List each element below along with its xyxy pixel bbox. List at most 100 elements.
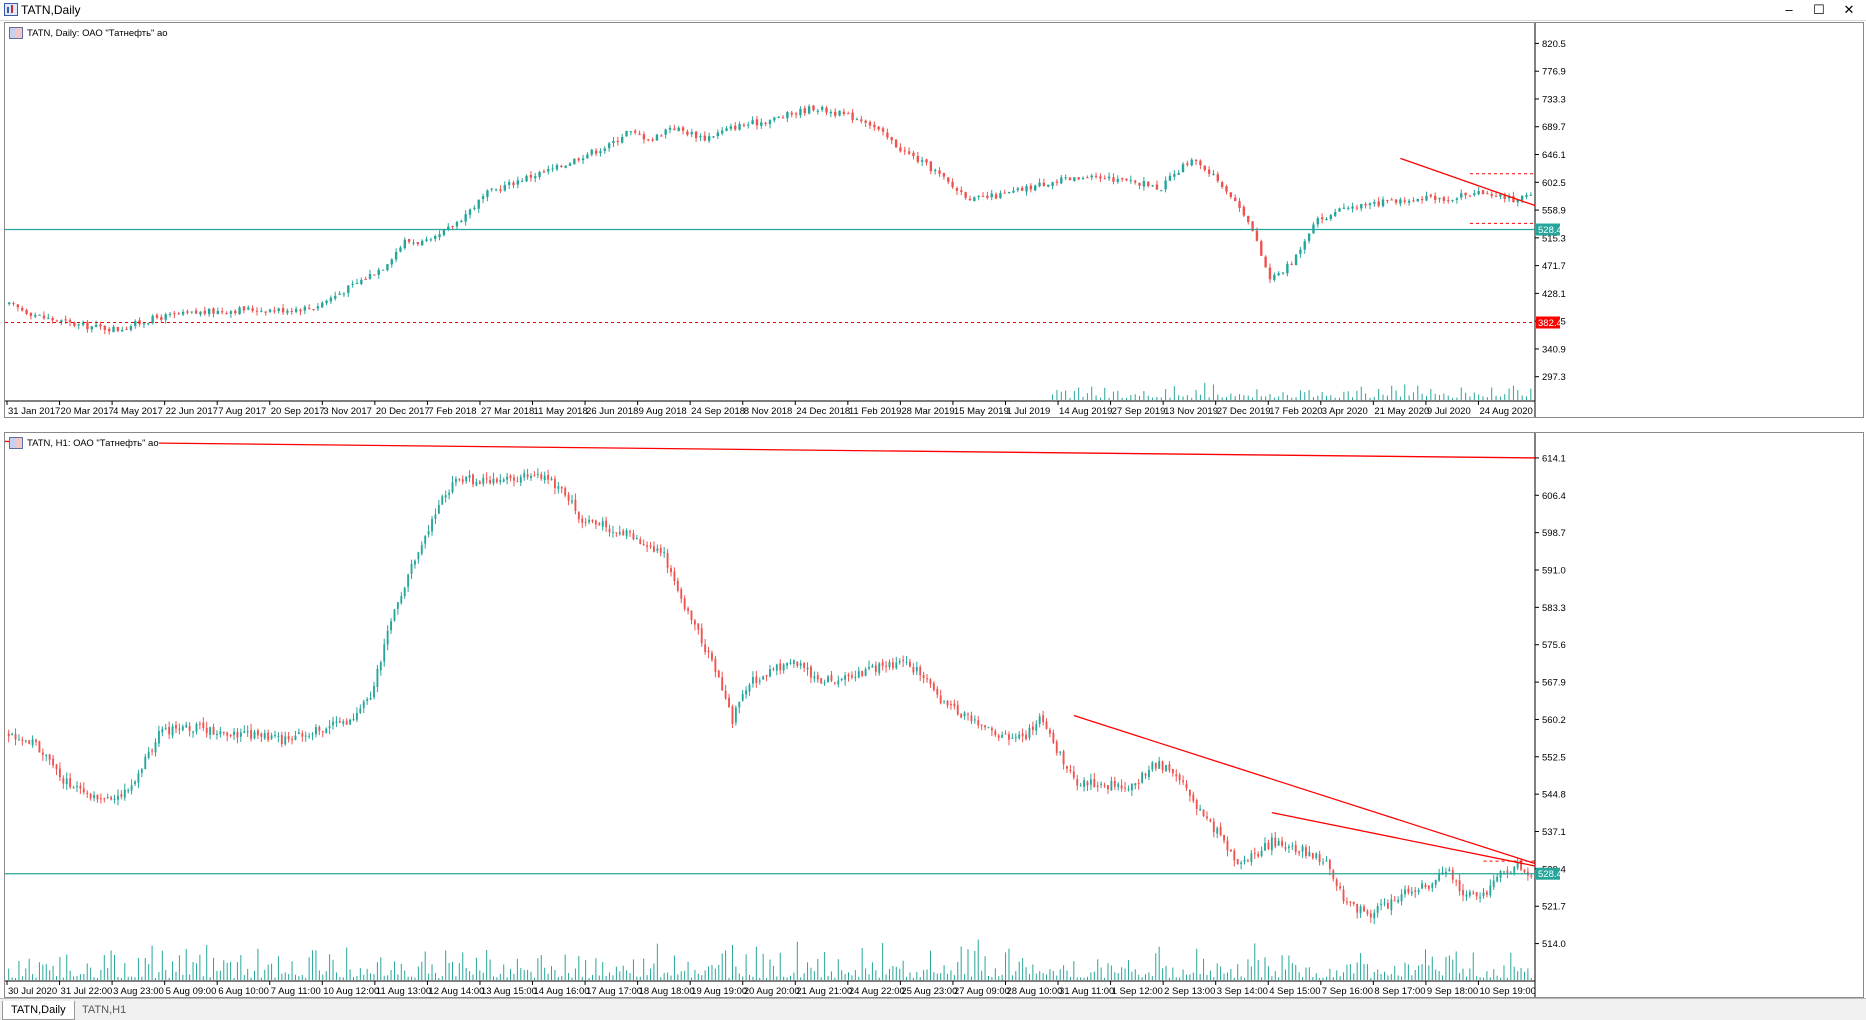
candle-body bbox=[1038, 716, 1041, 725]
candle-body bbox=[45, 755, 48, 757]
candle-body bbox=[1148, 770, 1150, 777]
current-price-tag-label: 528.4 bbox=[1538, 869, 1562, 880]
candle-body bbox=[441, 496, 444, 505]
candle-body bbox=[1333, 212, 1337, 216]
candle-body bbox=[130, 785, 133, 791]
candle-body bbox=[618, 532, 621, 535]
h1-chart-pane[interactable]: 614.1 606.4 598.7 591.0 583.3 575.6 567.9 560.2… bbox=[4, 432, 1864, 998]
x-tick-label: 20 Aug 20:00 bbox=[744, 986, 800, 997]
candle-body bbox=[1431, 883, 1434, 888]
candle-body bbox=[1151, 185, 1154, 187]
candle-body bbox=[1090, 175, 1093, 178]
h1-chart-svg[interactable]: 614.1 606.4 598.7 591.0 583.3 575.6 567.9 560.2… bbox=[5, 433, 1863, 997]
candle-body bbox=[506, 476, 509, 480]
candle-body bbox=[1129, 179, 1133, 181]
candle-body bbox=[779, 663, 782, 671]
candle-body bbox=[478, 481, 481, 485]
candle-body bbox=[1273, 274, 1276, 280]
candle-body bbox=[1412, 200, 1415, 202]
y-tick-label: 733.3 bbox=[1542, 94, 1566, 105]
candle-body bbox=[782, 664, 785, 671]
candle-body bbox=[68, 320, 72, 323]
candle-body bbox=[481, 196, 485, 200]
candle-body bbox=[120, 794, 123, 797]
x-tick-label: 21 Aug 21:00 bbox=[796, 986, 852, 997]
candle-body bbox=[588, 519, 591, 523]
candle-body bbox=[460, 220, 463, 223]
candle-body bbox=[714, 658, 717, 672]
candle-body bbox=[1516, 199, 1519, 203]
candle-body bbox=[286, 310, 289, 313]
y-tick-label: 820.5 bbox=[1542, 39, 1566, 50]
x-tick-label: 10 Aug 12:00 bbox=[323, 986, 379, 997]
candle-body bbox=[1077, 177, 1080, 180]
candle-body bbox=[694, 131, 698, 139]
candle-body bbox=[465, 476, 468, 482]
candle-body bbox=[238, 307, 241, 315]
candle-body bbox=[1165, 764, 1167, 771]
candle-body bbox=[1264, 843, 1266, 851]
maximize-button[interactable]: ☐ bbox=[1813, 2, 1825, 17]
candle-body bbox=[973, 719, 976, 721]
candle-body bbox=[729, 126, 733, 129]
candle-body bbox=[25, 309, 28, 314]
candle-body bbox=[1072, 771, 1075, 778]
candle-body bbox=[1250, 853, 1253, 862]
candle-body bbox=[1233, 197, 1237, 201]
candle-body bbox=[477, 199, 480, 209]
candle-body bbox=[1195, 800, 1198, 810]
candle-body bbox=[383, 644, 386, 662]
candle-body bbox=[352, 718, 355, 720]
candle-body bbox=[990, 193, 993, 198]
candle-body bbox=[1366, 911, 1369, 914]
candle-body bbox=[816, 110, 820, 112]
candle-body bbox=[646, 545, 649, 547]
candle-body bbox=[1512, 196, 1515, 203]
candle-body bbox=[806, 667, 809, 670]
candle-body bbox=[1021, 733, 1024, 737]
daily-chart-pane[interactable]: 820.5 776.9 733.3 689.7 646.1 602.5 558.9 515.3… bbox=[4, 22, 1864, 418]
candle-body bbox=[318, 727, 321, 731]
candle-body bbox=[69, 778, 72, 788]
candle-body bbox=[444, 495, 447, 498]
current-price-tag bbox=[1536, 223, 1560, 236]
candle-body bbox=[734, 707, 737, 723]
candle-body bbox=[274, 735, 276, 737]
candle-body bbox=[96, 794, 99, 800]
candle-body bbox=[1225, 186, 1228, 192]
candle-body bbox=[24, 740, 27, 742]
candle-body bbox=[1194, 159, 1198, 161]
candle-body bbox=[1529, 194, 1533, 196]
candle-body bbox=[820, 106, 824, 110]
candle-body bbox=[916, 156, 920, 162]
minimize-button[interactable]: – bbox=[1785, 2, 1793, 17]
close-button[interactable]: ✕ bbox=[1843, 2, 1855, 17]
candle-body bbox=[250, 730, 253, 739]
daily-chart-svg[interactable]: 820.5 776.9 733.3 689.7 646.1 602.5 558.9 515.3… bbox=[5, 23, 1863, 417]
candle-body bbox=[786, 663, 789, 666]
tab-tatn-daily[interactable]: TATN,Daily bbox=[2, 1001, 75, 1020]
candle-body bbox=[1403, 200, 1406, 202]
candle-body bbox=[99, 324, 102, 327]
candle-body bbox=[1286, 263, 1289, 274]
candle-body bbox=[625, 130, 628, 137]
candle-body bbox=[1160, 190, 1163, 192]
candle-body bbox=[963, 712, 966, 717]
candle-body bbox=[14, 734, 17, 740]
candle-body bbox=[475, 482, 478, 486]
candle-body bbox=[1069, 769, 1072, 772]
candle-body bbox=[103, 325, 107, 330]
candle-body bbox=[731, 706, 734, 724]
x-tick-label: 21 May 2020 bbox=[1374, 406, 1429, 417]
candle-body bbox=[1451, 200, 1454, 202]
tab-tatn-h1[interactable]: TATN,H1 bbox=[82, 1004, 127, 1016]
candle-body bbox=[1168, 175, 1172, 181]
candle-body bbox=[1499, 871, 1502, 878]
candle-body bbox=[1144, 773, 1147, 776]
candle-body bbox=[1147, 181, 1150, 187]
h1-chart-label: TATN, H1: ОАО "Татнефть" ао bbox=[9, 436, 159, 450]
candle-body bbox=[803, 662, 806, 668]
candle-body bbox=[1012, 190, 1015, 193]
candle-body bbox=[1464, 192, 1467, 196]
candle-body bbox=[1216, 174, 1219, 182]
